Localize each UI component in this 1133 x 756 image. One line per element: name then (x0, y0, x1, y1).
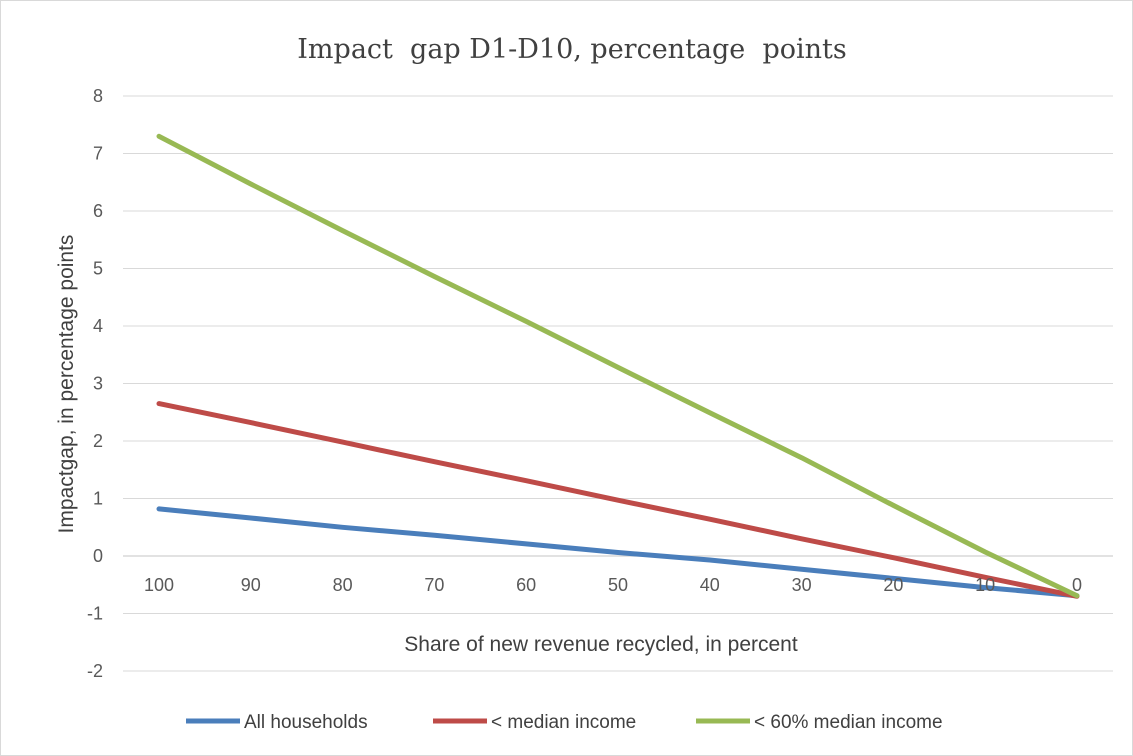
y-tick-label: 4 (93, 316, 103, 336)
x-tick-label: 70 (424, 575, 444, 595)
series-line-0 (156, 506, 1080, 599)
x-tick-label: 10 (975, 575, 995, 595)
y-axis-title: Impactgap, in percentage points (55, 235, 78, 534)
y-axis-ticks: 8 7 6 5 4 3 2 1 0 -1 -2 (87, 86, 103, 681)
y-tick-label: 3 (93, 374, 103, 394)
y-tick-label: 6 (93, 201, 103, 221)
x-axis-title: Share of new revenue recycled, in percen… (404, 633, 798, 656)
legend-label-0: All households (244, 712, 368, 733)
x-tick-label: 20 (883, 575, 903, 595)
series-lines (156, 133, 1080, 599)
series-line-2 (156, 133, 1080, 599)
y-tick-label: 7 (93, 144, 103, 164)
x-tick-label: 80 (333, 575, 353, 595)
y-tick-label: -2 (87, 661, 103, 681)
legend-label-1: < median income (491, 712, 636, 733)
x-tick-label: 50 (608, 575, 628, 595)
legend: All households < median income < 60% media… (186, 712, 943, 733)
y-tick-label: 2 (93, 431, 103, 451)
x-tick-label: 100 (144, 575, 174, 595)
x-tick-label: 60 (516, 575, 536, 595)
y-tick-label: -1 (87, 604, 103, 624)
y-tick-label: 8 (93, 86, 103, 106)
y-tick-label: 1 (93, 489, 103, 509)
y-tick-label: 0 (93, 546, 103, 566)
y-tick-label: 5 (93, 259, 103, 279)
series-line-1 (156, 401, 1080, 599)
chart-title: Impact gap D1-D10, percentage points (297, 34, 846, 65)
x-tick-label: 90 (241, 575, 261, 595)
x-tick-label: 30 (792, 575, 812, 595)
x-tick-label: 40 (700, 575, 720, 595)
x-axis-ticks: 100 90 80 70 60 50 40 30 20 10 0 (144, 575, 1082, 595)
legend-label-2: < 60% median income (754, 712, 943, 733)
x-tick-label: 0 (1072, 575, 1082, 595)
